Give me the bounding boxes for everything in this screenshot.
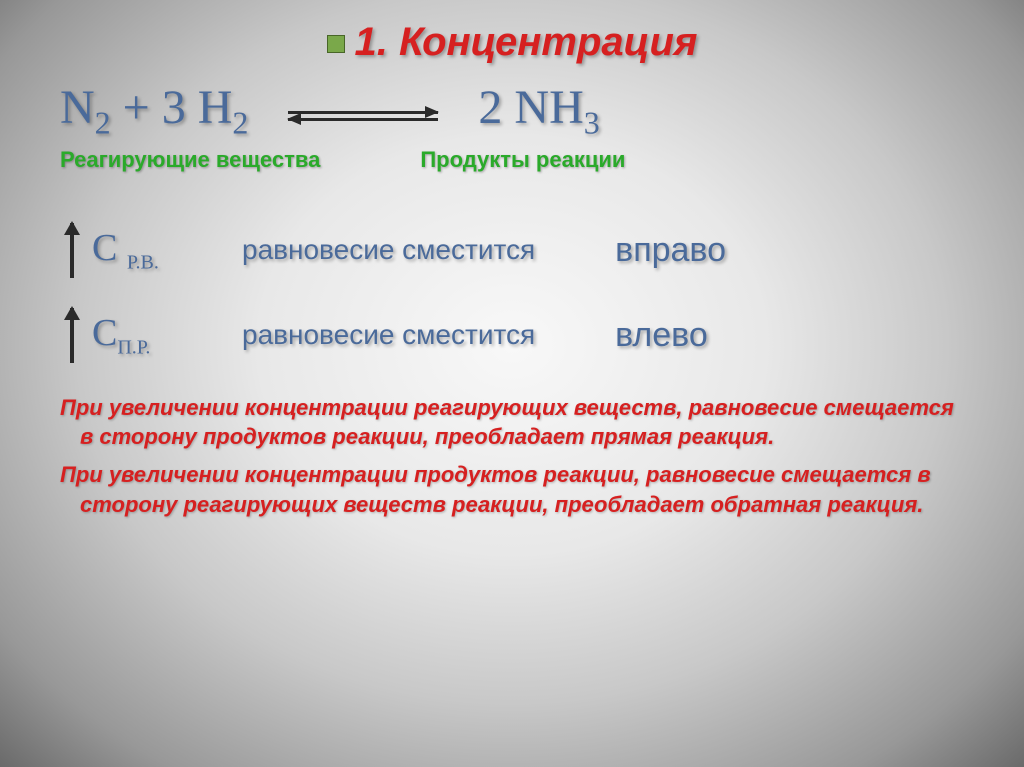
concentration-products: СП.Р. [92,311,212,360]
c-sub-1: Р.В. [127,251,159,273]
explanation-paragraph-1: При увеличении концентрации реагирующих … [60,393,964,452]
forward-arrow-icon [288,111,438,114]
title-text: 1. Концентрация [355,20,698,64]
n2-n: N [60,81,95,134]
products-label: Продукты реакции [420,147,625,173]
slide-title: 1. Концентрация [60,20,964,65]
reactants-label: Реагирующие вещества [60,147,320,173]
chemical-equation: N2 + 3 H2 2 NH3 [60,80,964,142]
equation-labels: Реагирующие вещества Продукты реакции [60,147,964,173]
reactants-formula: N2 + 3 H2 [60,80,248,142]
plus-h2: + 3 H [111,81,233,134]
rule-row-1: С Р.В. равновесие сместится вправо [70,223,964,278]
explanation-paragraph-2: При увеличении концентрации продуктов ре… [60,460,964,519]
shift-text-2: равновесие сместится [242,319,535,351]
c-sub-2: П.Р. [117,336,150,358]
increase-arrow-icon [70,223,74,278]
n2-sub: 2 [95,105,111,141]
slide-container: 1. Концентрация N2 + 3 H2 2 NH3 Реагирую… [0,0,1024,767]
bullet-icon [327,35,345,53]
c-symbol-1: С [92,227,127,269]
rule-row-2: СП.Р. равновесие сместится влево [70,308,964,363]
concentration-reactants: С Р.В. [92,226,212,275]
direction-right: вправо [615,231,726,270]
nh3-sub: 3 [584,105,600,141]
c-symbol-2: С [92,312,117,354]
h2-sub: 2 [232,105,248,141]
direction-left: влево [615,316,708,355]
increase-arrow-icon [70,308,74,363]
reverse-arrow-icon [288,118,438,121]
nh3-coef: 2 NH [478,81,583,134]
shift-text-1: равновесие сместится [242,234,535,266]
products-formula: 2 NH3 [478,80,599,142]
equilibrium-arrows [288,111,438,121]
